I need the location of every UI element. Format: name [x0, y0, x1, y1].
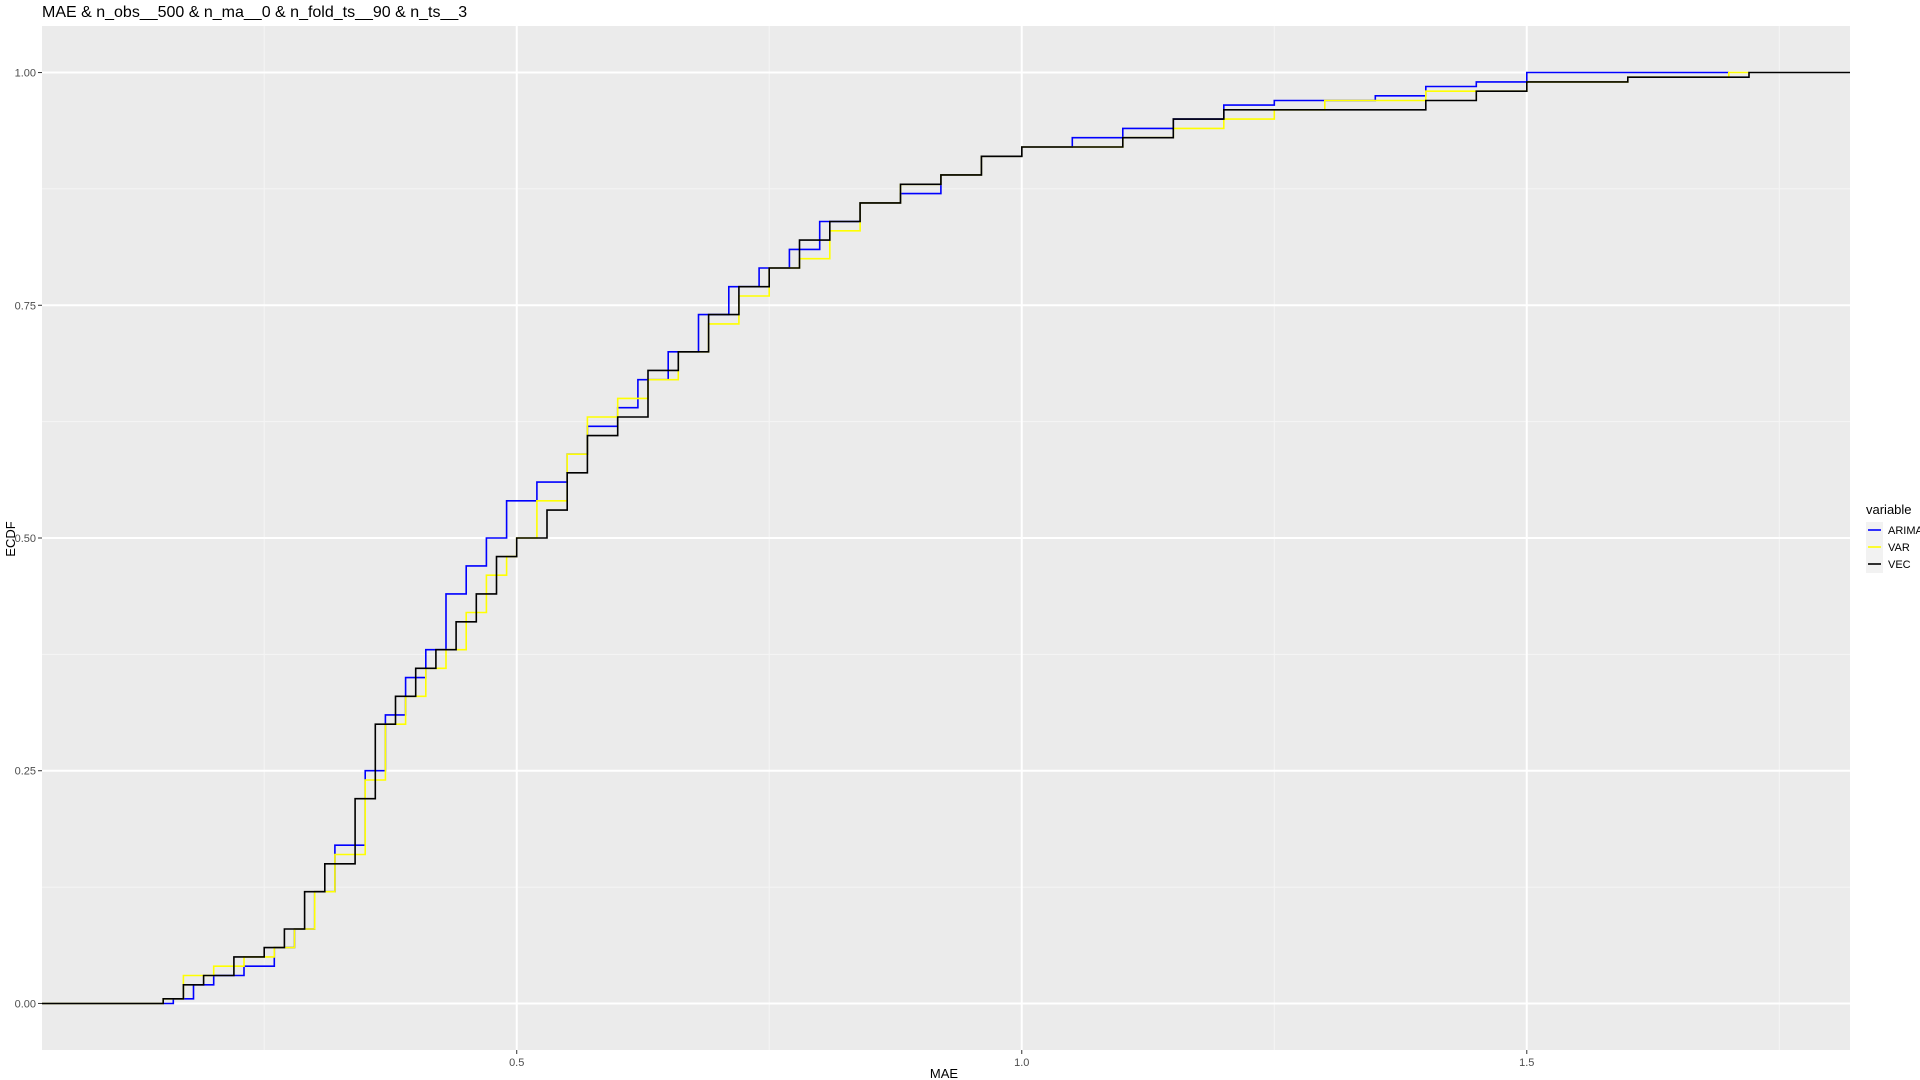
- y-tick-label: 0.75: [15, 300, 36, 312]
- series-layer: [42, 71, 1850, 1005]
- legend-label-arima: ARIMA: [1888, 525, 1920, 537]
- y-tick-label: 0.50: [15, 533, 36, 545]
- plot-title: MAE & n_obs__500 & n_ma__0 & n_fold_ts__…: [42, 4, 467, 21]
- series-line-vec: [42, 71, 1850, 1005]
- legend-items: ARIMA VAR VEC: [1866, 522, 1920, 573]
- x-tick-label: 0.5: [509, 1057, 524, 1069]
- y-axis-title: ECDF: [3, 521, 18, 556]
- major-gridlines: [42, 26, 1850, 1050]
- series-line-var: [42, 71, 1749, 1005]
- legend: variable ARIMA VAR VEC: [1866, 502, 1920, 573]
- x-tick-label: 1.0: [1014, 1057, 1029, 1069]
- y-axis-ticks: 0.00 0.25 0.50 0.75 1.00: [15, 68, 42, 1010]
- y-tick-label: 0.00: [15, 998, 36, 1010]
- x-tick-label: 1.5: [1519, 1057, 1534, 1069]
- x-axis-title: MAE: [930, 1066, 959, 1080]
- y-tick-label: 1.00: [15, 68, 36, 80]
- y-tick-label: 0.25: [15, 766, 36, 778]
- legend-label-var: VAR: [1888, 542, 1910, 554]
- legend-label-vec: VEC: [1888, 559, 1911, 571]
- x-axis-ticks: 0.5 1.0 1.5: [509, 1050, 1534, 1069]
- legend-title: variable: [1866, 502, 1912, 517]
